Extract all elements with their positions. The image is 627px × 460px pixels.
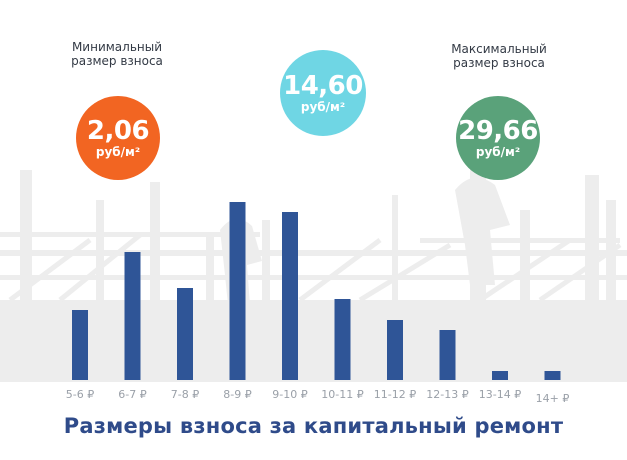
backdrop-scaffold-pole [206,235,214,382]
x-tick-label: 13-14 ₽ [479,388,521,401]
backdrop-worker-silhouette [455,177,510,285]
bar [544,371,561,380]
x-tick-label: 7-8 ₽ [171,388,199,401]
x-tick-label: 6-7 ₽ [118,388,146,401]
backdrop-scaffold-brace [298,238,382,302]
avg-stat-value: 14,60 [283,71,363,101]
min-stat-value: 2,06 [86,116,150,146]
bar [439,330,456,380]
avg-stat-bubble: 14,60 руб/м² [280,50,366,136]
bar [72,310,88,380]
backdrop-scaffold-brace [58,233,142,302]
x-tick-label: 5-6 ₽ [66,388,94,401]
backdrop-scaffold-pole [96,200,104,382]
backdrop-ground [0,300,627,382]
min-stat-label: Минимальный размер взноса [71,40,163,68]
max-stat-label: Максимальный размер взноса [451,42,547,70]
max-stat-bubble: 29,66 руб/м² [456,96,540,180]
x-tick-label: 11-12 ₽ [374,388,416,401]
avg-stat-unit: руб/м² [300,100,346,114]
backdrop-scaffold-pole [150,182,160,382]
min-stat-bubble: 2,06 руб/м² [76,96,160,180]
x-tick-label: 8-9 ₽ [223,388,251,401]
backdrop-scaffold-pole [520,210,530,382]
bar [387,320,403,380]
backdrop-scaffold-pole [262,220,270,382]
backdrop-scaffold-beam [0,250,627,256]
backdrop-scaffold-beam [0,275,627,280]
bar [334,299,351,380]
backdrop-scaffold-brace [478,237,572,303]
backdrop-scaffold-brace [8,238,92,302]
bar [282,212,298,380]
construction-silhouette-backdrop [0,150,627,382]
bar [124,252,141,380]
bar [492,371,508,380]
x-tick-label: 14+ ₽ [536,392,570,405]
backdrop-scaffold-pole [392,195,398,382]
bar-series [72,202,561,380]
x-tick-label: 9-10 ₽ [272,388,307,401]
min-stat-unit: руб/м² [95,145,141,159]
x-axis-tick-labels: 5-6 ₽ 6-7 ₽ 7-8 ₽ 8-9 ₽ 9-10 ₽ 10-11 ₽ 11-12 ₽… [66,388,570,405]
max-stat-unit: руб/м² [475,145,521,159]
backdrop-scaffold-pole [606,200,616,382]
backdrop-scaffold-beam [0,232,260,237]
bar [177,288,193,380]
max-stat-value: 29,66 [458,116,538,146]
bar [229,202,246,380]
backdrop-scaffold-beam [420,238,620,243]
x-tick-label: 12-13 ₽ [426,388,468,401]
chart-title: Размеры взноса за капитальный ремонт [63,414,564,438]
backdrop-scaffold-brace [358,242,452,303]
backdrop-scaffold-brace [538,242,622,303]
x-tick-label: 10-11 ₽ [321,388,363,401]
